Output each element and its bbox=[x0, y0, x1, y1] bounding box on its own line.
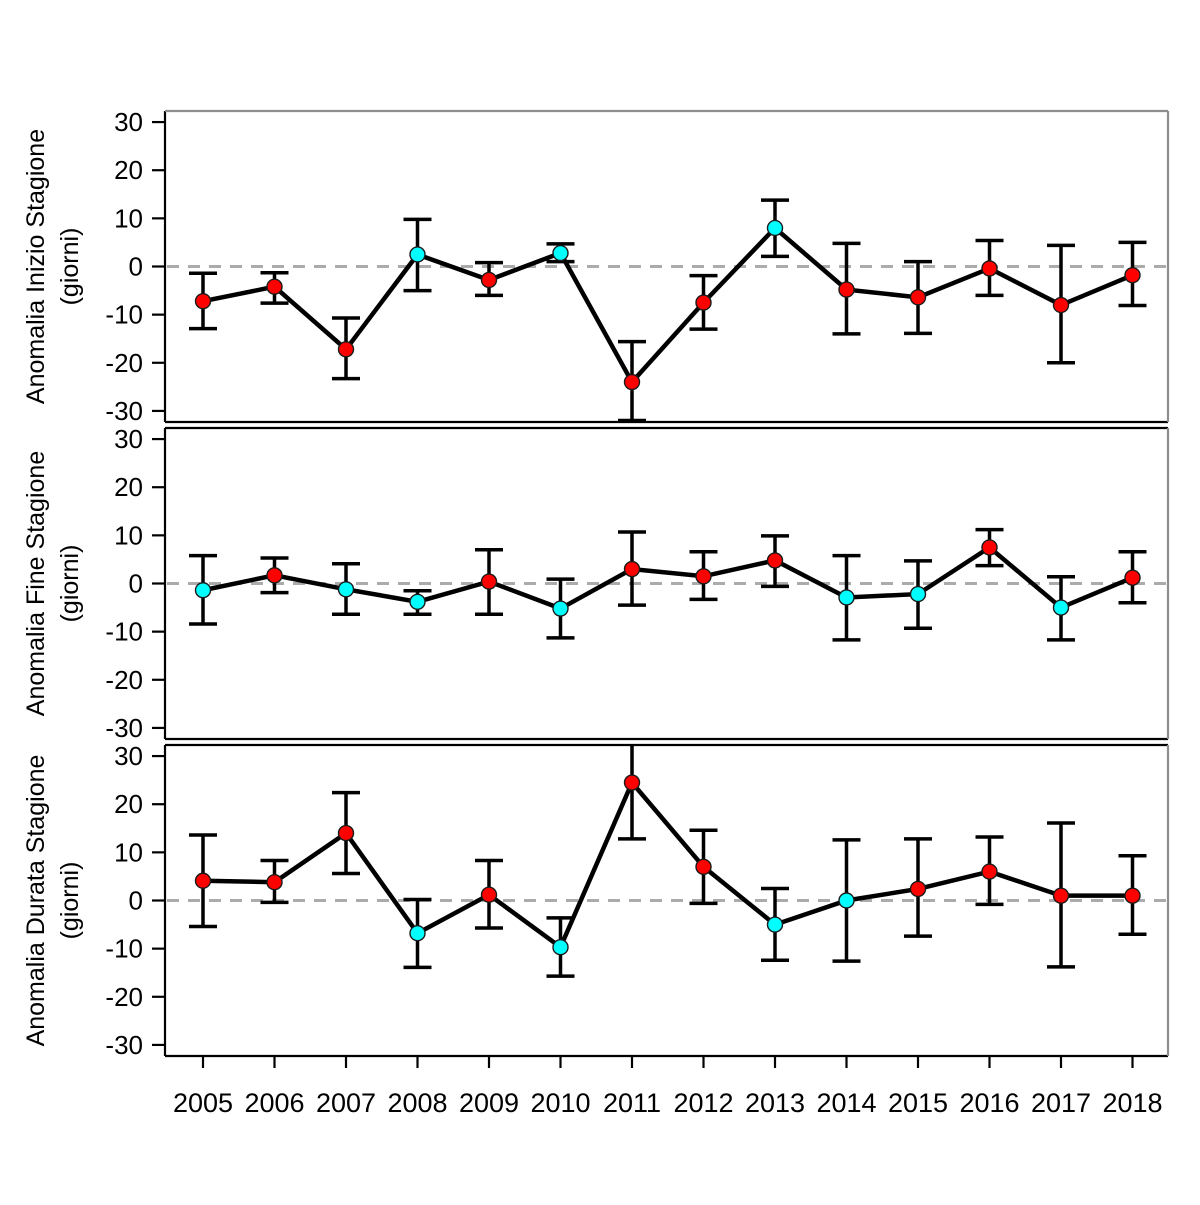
y-tick-label: 30 bbox=[114, 107, 143, 137]
x-tick-label: 2014 bbox=[816, 1088, 876, 1118]
y-tick-label: -30 bbox=[105, 396, 143, 426]
x-tick-label: 2007 bbox=[316, 1088, 376, 1118]
data-point-fine-2005 bbox=[194, 582, 212, 599]
data-point-fine-2013 bbox=[766, 552, 784, 569]
data-point-durata-2017 bbox=[1052, 887, 1070, 904]
x-tick-label: 2006 bbox=[244, 1088, 304, 1118]
data-point-inizio-2006 bbox=[266, 278, 283, 295]
data-point-fine-2015 bbox=[909, 585, 927, 603]
data-point-durata-2009 bbox=[480, 886, 498, 903]
y-tick-label: 10 bbox=[114, 837, 143, 867]
y-tick-label: -20 bbox=[105, 348, 143, 378]
data-point-fine-2018 bbox=[1124, 569, 1141, 586]
data-point-inizio-2011 bbox=[623, 373, 641, 391]
y-tick-label: 0 bbox=[129, 252, 143, 282]
data-point-durata-2016 bbox=[981, 863, 998, 880]
y-tick-label: 10 bbox=[114, 520, 143, 550]
data-point-inizio-2005 bbox=[194, 292, 212, 310]
data-point-fine-2017 bbox=[1052, 599, 1070, 616]
data-point-inizio-2008 bbox=[409, 246, 426, 263]
series-line bbox=[202, 778, 1133, 951]
y-axis-title-line1: Anomalia Inizio Stagione bbox=[22, 129, 50, 404]
data-point-inizio-2007 bbox=[337, 341, 355, 358]
data-point-durata-2011 bbox=[623, 774, 641, 791]
data-point-inizio-2017 bbox=[1052, 296, 1070, 314]
y-tick-label: 0 bbox=[129, 569, 143, 599]
data-point-durata-2012 bbox=[695, 858, 712, 876]
data-point-durata-2010 bbox=[552, 938, 569, 956]
x-tick-label: 2018 bbox=[1102, 1088, 1162, 1118]
panel-fine: -30 -20 -10 0 10 20 30 Anomalia Fine Stagione (g… bbox=[22, 424, 1170, 743]
data-point-fine-2007 bbox=[337, 581, 355, 598]
data-point-inizio-2015 bbox=[909, 289, 927, 306]
x-tick-label: 2015 bbox=[888, 1088, 948, 1118]
y-axis-title-line2: (giorni) bbox=[56, 862, 84, 940]
y-axis-title-line1: Anomalia Durata Stagione bbox=[22, 755, 50, 1047]
data-point-durata-2014 bbox=[838, 892, 855, 909]
series-line bbox=[202, 224, 1134, 386]
x-tick-label: 2011 bbox=[603, 1088, 661, 1118]
data-point-durata-2015 bbox=[909, 880, 927, 898]
data-point-inizio-2009 bbox=[480, 271, 498, 289]
data-point-durata-2013 bbox=[766, 916, 784, 933]
x-tick-label: 2017 bbox=[1031, 1088, 1091, 1118]
x-axis: 2005 2006 2007 2008 2009 2010 2011 2012 2013 2014… bbox=[173, 1056, 1163, 1118]
data-point-durata-2018 bbox=[1124, 887, 1141, 904]
y-tick-label: 20 bbox=[114, 472, 143, 502]
y-axis-title-line2: (giorni) bbox=[56, 545, 84, 623]
y-tick-label: 10 bbox=[114, 203, 143, 233]
x-tick-label: 2013 bbox=[745, 1088, 805, 1118]
x-tick-label: 2008 bbox=[387, 1088, 447, 1118]
data-point-inizio-2018 bbox=[1124, 266, 1141, 284]
y-tick-label: 30 bbox=[114, 741, 143, 771]
y-tick-label: -30 bbox=[105, 1030, 143, 1060]
data-point-durata-2006 bbox=[266, 874, 283, 891]
error-bar-2011 bbox=[618, 745, 646, 841]
panel-durata: -30 -20 -10 0 10 20 30 Anomalia Durata Stagione… bbox=[22, 741, 1170, 1060]
y-tick-label: -10 bbox=[105, 617, 143, 647]
y-axis-title-line1: Anomalia Fine Stagione bbox=[22, 451, 50, 716]
x-tick-label: 2009 bbox=[459, 1088, 519, 1118]
data-point-durata-2005 bbox=[194, 872, 212, 889]
x-tick-label: 2012 bbox=[673, 1088, 733, 1118]
data-point-fine-2011 bbox=[623, 560, 641, 578]
x-tick-label: 2005 bbox=[173, 1088, 233, 1118]
panel-inizio: -30 -20 -10 0 10 20 30 Anomalia Inizio Stagione… bbox=[22, 107, 1170, 426]
data-point-fine-2016 bbox=[981, 539, 998, 556]
y-tick-label: 0 bbox=[129, 886, 143, 916]
data-point-fine-2012 bbox=[695, 568, 712, 585]
data-point-fine-2006 bbox=[266, 567, 283, 584]
y-tick-label: -10 bbox=[105, 934, 143, 964]
y-tick-label: -30 bbox=[105, 713, 143, 743]
y-tick-label: 20 bbox=[114, 789, 143, 819]
data-point-inizio-2012 bbox=[695, 294, 712, 311]
data-point-fine-2010 bbox=[552, 600, 569, 617]
y-tick-label: 30 bbox=[114, 424, 143, 454]
y-tick-label: -20 bbox=[105, 982, 143, 1012]
data-point-inizio-2010 bbox=[552, 244, 569, 262]
data-point-inizio-2014 bbox=[838, 281, 855, 298]
y-tick-label: 20 bbox=[114, 155, 143, 185]
data-point-fine-2009 bbox=[480, 573, 498, 590]
x-tick-label: 2010 bbox=[530, 1088, 590, 1118]
series-line bbox=[202, 544, 1134, 612]
data-point-inizio-2013 bbox=[766, 219, 784, 237]
data-point-durata-2008 bbox=[409, 925, 426, 942]
x-tick-label: 2016 bbox=[959, 1088, 1019, 1118]
y-tick-label: -20 bbox=[105, 665, 143, 695]
data-point-fine-2008 bbox=[409, 593, 426, 610]
data-point-fine-2014 bbox=[838, 589, 855, 606]
data-point-durata-2007 bbox=[337, 824, 355, 842]
y-tick-label: -10 bbox=[105, 300, 143, 330]
data-point-inizio-2016 bbox=[981, 260, 998, 277]
y-axis-title-line2: (giorni) bbox=[56, 228, 84, 306]
